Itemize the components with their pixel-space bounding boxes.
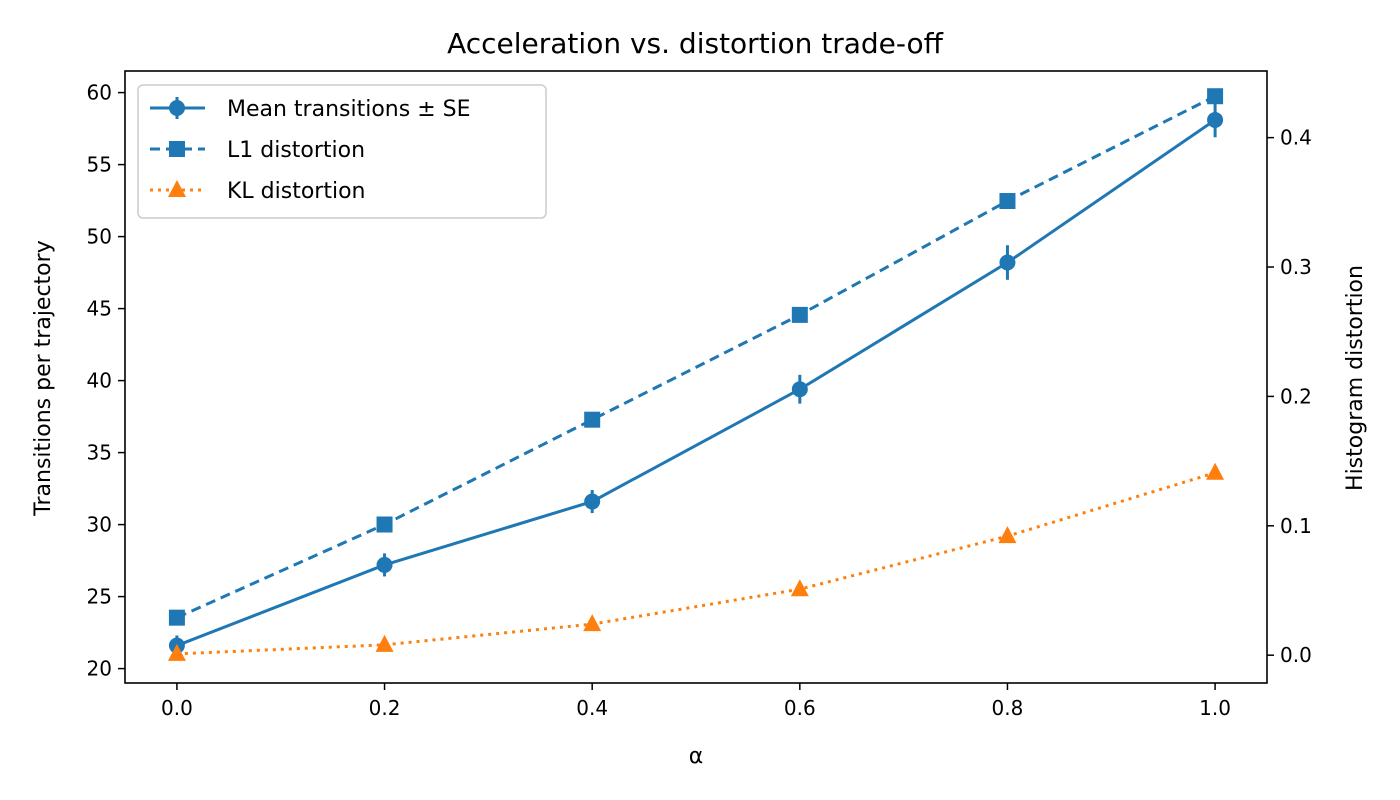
legend-label: Mean transitions ± SE (227, 97, 471, 122)
y2-tick-label: 0.0 (1280, 643, 1312, 667)
series-0 (168, 102, 1224, 656)
chart-title: Acceleration vs. distortion trade-off (447, 27, 944, 60)
x-axis-label: α (689, 744, 704, 769)
axes-frame (124, 70, 1268, 684)
series-1 (168, 88, 1224, 626)
legend-entry: Mean transitions ± SE (150, 97, 471, 122)
y-tick-label: 25 (87, 585, 112, 609)
y-tick-label: 55 (87, 153, 112, 177)
data-point (999, 193, 1016, 210)
x-tick-label: 0.6 (784, 696, 816, 720)
y2-tick-label: 0.1 (1280, 514, 1312, 538)
y-tick-label: 40 (87, 369, 112, 393)
x-tick-label: 0.4 (576, 696, 608, 720)
series-2 (167, 462, 1225, 661)
y-tick-label: 45 (87, 297, 112, 321)
series-line (176, 94, 1216, 620)
y2-tick-label: 0.3 (1280, 255, 1312, 279)
legend-marker (169, 100, 185, 116)
y-tick-label: 50 (87, 225, 112, 249)
plot-area (167, 88, 1225, 661)
y-tick-label: 35 (87, 441, 112, 465)
data-point (791, 381, 808, 398)
legend-marker (169, 141, 185, 157)
x-axis: 0.0 0.2 0.4 0.6 0.8 1.0 (161, 683, 1231, 720)
data-point (998, 526, 1017, 544)
legend-label: KL distortion (227, 179, 366, 204)
data-point (791, 306, 808, 323)
data-point (1207, 111, 1224, 128)
data-point (376, 556, 393, 573)
data-point (375, 634, 394, 652)
y-tick-label: 60 (87, 81, 112, 105)
y2-tick-label: 0.2 (1280, 384, 1312, 408)
data-point (167, 643, 186, 661)
x-tick-label: 0.0 (161, 696, 193, 720)
data-point (584, 411, 601, 428)
x-tick-label: 0.2 (369, 696, 401, 720)
series-line (176, 471, 1216, 656)
y-axis-right: 0.0 0.1 0.2 0.3 0.4 (1267, 126, 1312, 667)
data-point (168, 609, 185, 626)
series-line (176, 118, 1216, 647)
legend-box (137, 84, 547, 219)
legend-entry: L1 distortion (150, 138, 365, 163)
y-axis-left: 20 25 30 35 40 45 50 55 60 (87, 81, 125, 681)
x-tick-label: 0.8 (992, 696, 1024, 720)
legend-entry: KL distortion (150, 179, 366, 204)
legend-entries: Mean transitions ± SE L1 distortion KL dis… (150, 97, 471, 204)
data-point (583, 614, 602, 632)
legend-label: L1 distortion (227, 138, 365, 163)
data-point (584, 493, 601, 510)
y-tick-label: 20 (87, 657, 112, 681)
y2-axis-label: Histogram distortion (1343, 265, 1368, 491)
y-axis-label: Transitions per trajectory (31, 240, 56, 516)
x-tick-label: 1.0 (1199, 696, 1231, 720)
legend: Mean transitions ± SE L1 distortion KL dis… (137, 84, 547, 219)
legend-marker (168, 180, 186, 197)
data-point (999, 254, 1016, 271)
data-point (790, 579, 809, 597)
data-point (1206, 462, 1225, 480)
data-point (1207, 88, 1224, 105)
data-point (376, 516, 393, 533)
y2-tick-label: 0.4 (1280, 126, 1312, 150)
y-tick-label: 30 (87, 513, 112, 537)
